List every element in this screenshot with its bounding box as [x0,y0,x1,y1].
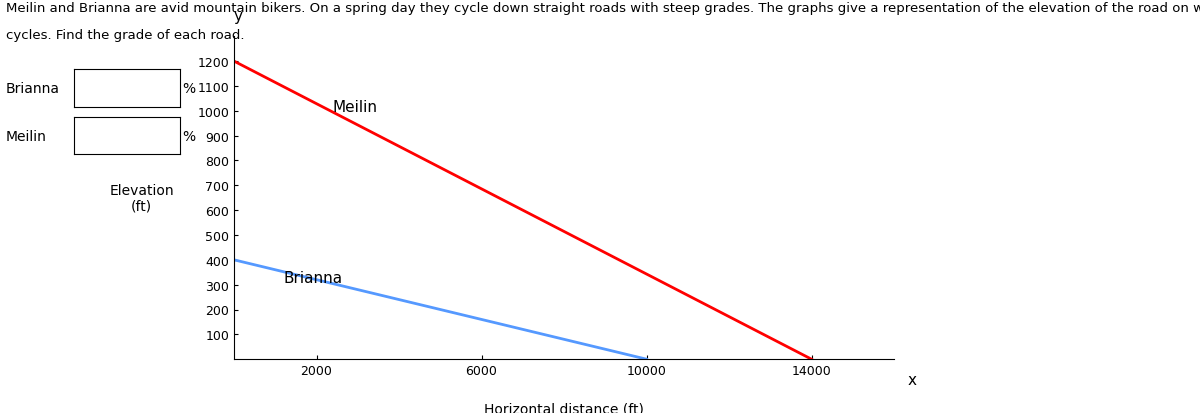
Text: Elevation
(ft): Elevation (ft) [109,183,174,213]
Text: Meilin and Brianna are avid mountain bikers. On a spring day they cycle down str: Meilin and Brianna are avid mountain bik… [6,2,1200,15]
Text: Meilin: Meilin [6,129,47,143]
Text: x: x [907,372,917,387]
Text: %: % [182,82,196,96]
Text: Brianna: Brianna [283,271,343,285]
Text: y: y [234,9,242,24]
Text: Brianna: Brianna [6,82,60,96]
Text: cycles. Find the grade of each road.: cycles. Find the grade of each road. [6,29,245,42]
Text: Meilin: Meilin [334,100,378,114]
Text: %: % [182,129,196,143]
Text: Horizontal distance (ft): Horizontal distance (ft) [484,401,644,413]
